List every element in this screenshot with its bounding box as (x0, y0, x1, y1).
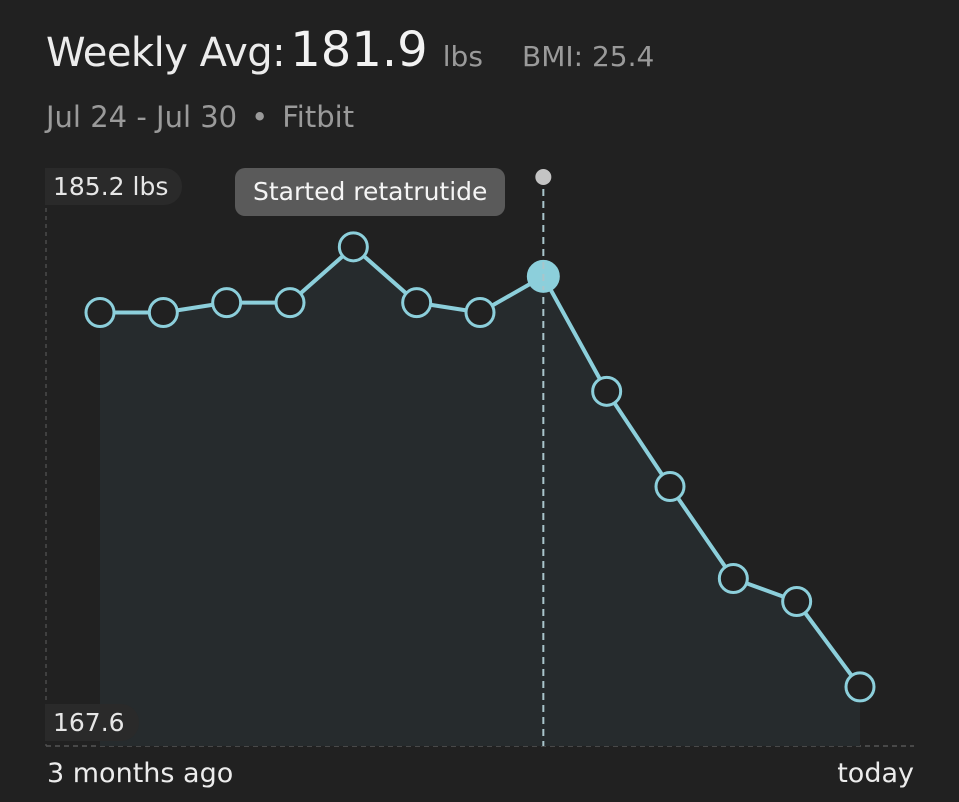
data-point[interactable] (464, 297, 496, 328)
annotation-marker-dot (535, 169, 552, 185)
x-start-label: 3 months ago (47, 758, 234, 789)
y-max-label: 185.2 lbs (45, 168, 183, 205)
weekly-average-value: 181.9 (290, 22, 428, 78)
bmi-value: BMI: 25.4 (522, 40, 655, 73)
weight-unit: lbs (442, 40, 483, 73)
header: Weekly Avg: 181.9 lbs BMI: 25.4 (46, 22, 654, 78)
data-point[interactable] (844, 671, 876, 703)
date-range: Jul 24 - Jul 30 (46, 100, 238, 134)
data-point[interactable] (147, 297, 179, 328)
x-end-label: today (837, 758, 914, 789)
subheader: Jul 24 - Jul 30 • Fitbit (46, 100, 354, 134)
data-point[interactable] (401, 287, 433, 319)
data-source: Fitbit (282, 100, 355, 134)
data-point[interactable] (337, 231, 369, 263)
data-point[interactable] (781, 586, 813, 617)
data-point[interactable] (84, 297, 116, 328)
data-point[interactable] (274, 287, 306, 319)
y-min-label: 167.6 (45, 704, 139, 741)
annotation-tooltip: Started retatrutide (235, 168, 506, 216)
data-point[interactable] (717, 563, 749, 595)
title-prefix: Weekly Avg: (46, 30, 286, 76)
data-point[interactable] (654, 471, 686, 503)
data-point[interactable] (591, 375, 623, 407)
separator-dot: • (251, 100, 269, 134)
data-point[interactable] (211, 287, 243, 319)
area-fill (100, 246, 860, 746)
